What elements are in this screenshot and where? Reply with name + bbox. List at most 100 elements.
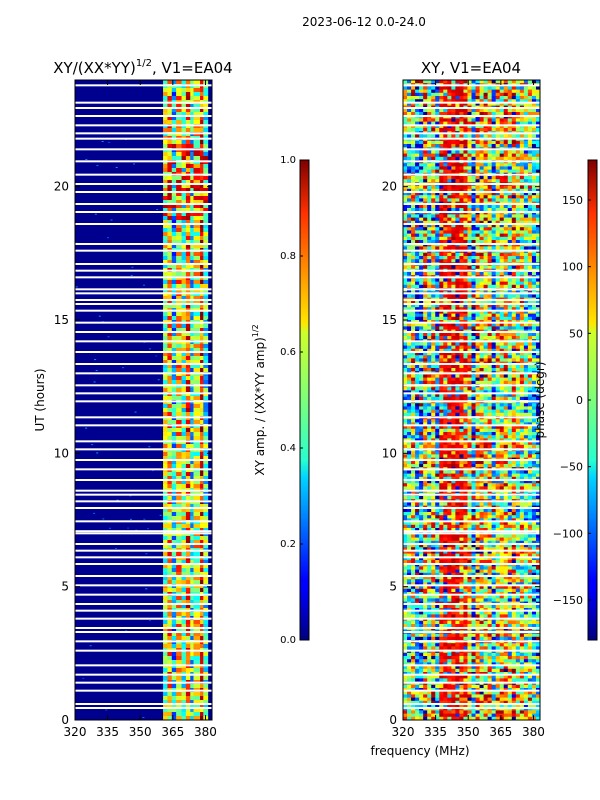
amplitude-cell bbox=[203, 620, 209, 625]
amplitude-cell bbox=[167, 368, 173, 373]
phase-cell bbox=[411, 294, 416, 299]
phase-cell bbox=[411, 243, 416, 247]
amplitude-cell bbox=[167, 376, 173, 381]
phase-cell bbox=[467, 208, 472, 212]
phase-cell bbox=[499, 128, 505, 132]
phase-cell bbox=[419, 265, 424, 270]
phase-cell bbox=[467, 323, 472, 327]
phase-cell bbox=[507, 211, 513, 215]
amplitude-cell bbox=[176, 684, 183, 689]
phase-cell bbox=[455, 195, 460, 199]
amplitude-cell bbox=[176, 696, 183, 701]
phase-cell bbox=[459, 140, 464, 145]
amplitude-cell bbox=[200, 396, 204, 401]
phase-cell bbox=[463, 150, 468, 155]
phase-cell bbox=[427, 124, 432, 129]
phase-cell bbox=[455, 284, 460, 289]
phase-cell bbox=[467, 224, 472, 228]
phase-cell bbox=[439, 208, 444, 212]
amplitude-cell bbox=[181, 260, 187, 265]
phase-cell bbox=[503, 332, 509, 337]
phase-cell bbox=[403, 185, 408, 190]
phase-cell bbox=[415, 153, 420, 158]
phase-cell bbox=[491, 150, 497, 155]
amplitude-cell bbox=[193, 256, 201, 261]
phase-cell bbox=[411, 89, 416, 94]
phase-cell bbox=[403, 156, 408, 161]
phase-cell bbox=[403, 265, 408, 270]
phase-cell bbox=[511, 208, 517, 212]
phase-cell bbox=[411, 176, 416, 180]
phase-cell bbox=[423, 86, 428, 91]
amplitude-cell bbox=[159, 514, 162, 516]
phase-cell bbox=[427, 236, 432, 241]
amplitude-cell bbox=[193, 464, 201, 469]
amplitude-cell bbox=[176, 652, 183, 657]
amplitude-cell bbox=[167, 444, 173, 449]
phase-cell bbox=[483, 211, 489, 215]
amplitude-cell bbox=[181, 636, 187, 641]
phase-cell bbox=[455, 176, 460, 180]
phase-cell bbox=[419, 128, 424, 132]
amplitude-cell bbox=[200, 352, 204, 357]
phase-cell bbox=[439, 92, 444, 97]
amplitude-cell bbox=[200, 552, 204, 557]
phase-cell bbox=[447, 284, 452, 289]
phase-cell bbox=[443, 233, 448, 238]
phase-cell bbox=[483, 176, 489, 180]
phase-cell bbox=[439, 358, 444, 363]
phase-cell bbox=[519, 336, 525, 340]
phase-cell bbox=[515, 352, 521, 356]
amplitude-cell bbox=[171, 564, 177, 569]
phase-cell bbox=[463, 342, 468, 347]
phase-cell bbox=[527, 284, 533, 289]
phase-cell bbox=[491, 108, 497, 113]
phase-cell bbox=[415, 227, 420, 231]
phase-cell bbox=[479, 192, 485, 196]
phase-cell bbox=[483, 310, 489, 315]
blank-row bbox=[75, 631, 212, 633]
phase-cell bbox=[463, 364, 468, 369]
amplitude-cell bbox=[190, 428, 195, 433]
amplitude-cell bbox=[181, 696, 187, 701]
phase-cell bbox=[467, 204, 472, 209]
amplitude-cell bbox=[190, 600, 195, 605]
phase-cell bbox=[451, 336, 456, 340]
phase-cell bbox=[531, 243, 537, 247]
phase-cell bbox=[459, 332, 464, 337]
amplitude-cell bbox=[167, 460, 173, 465]
phase-cell bbox=[531, 115, 537, 119]
amplitude-cell bbox=[193, 484, 201, 489]
phase-cell bbox=[463, 156, 468, 161]
phase-cell bbox=[519, 86, 525, 91]
phase-cell bbox=[427, 252, 432, 257]
amplitude-cell bbox=[176, 412, 183, 417]
amplitude-cell bbox=[181, 204, 187, 209]
amplitude-cell bbox=[167, 168, 173, 173]
phase-cell bbox=[495, 345, 501, 350]
amplitude-cell bbox=[163, 524, 168, 529]
amplitude-cell bbox=[181, 684, 187, 689]
amplitude-cell bbox=[171, 92, 177, 97]
phase-cell bbox=[407, 169, 412, 174]
phase-cell bbox=[419, 364, 424, 369]
phase-cell bbox=[403, 243, 408, 247]
phase-cell bbox=[407, 348, 412, 353]
amplitude-cell bbox=[193, 356, 201, 361]
phase-cell bbox=[503, 243, 509, 247]
phase-cell bbox=[455, 118, 460, 123]
amplitude-cell bbox=[190, 696, 195, 701]
phase-cell bbox=[503, 80, 509, 84]
phase-cell bbox=[419, 220, 424, 225]
amplitude-cell bbox=[203, 264, 209, 269]
phase-cell bbox=[459, 265, 464, 270]
phase-cell bbox=[415, 259, 420, 263]
phase-cell bbox=[411, 352, 416, 356]
amplitude-cell bbox=[190, 476, 195, 481]
phase-cell bbox=[415, 99, 420, 103]
phase-cell bbox=[423, 128, 428, 132]
amplitude-cell bbox=[91, 444, 94, 446]
phase-cell bbox=[503, 368, 509, 372]
phase-cell bbox=[495, 230, 501, 235]
phase-cell bbox=[467, 80, 472, 84]
